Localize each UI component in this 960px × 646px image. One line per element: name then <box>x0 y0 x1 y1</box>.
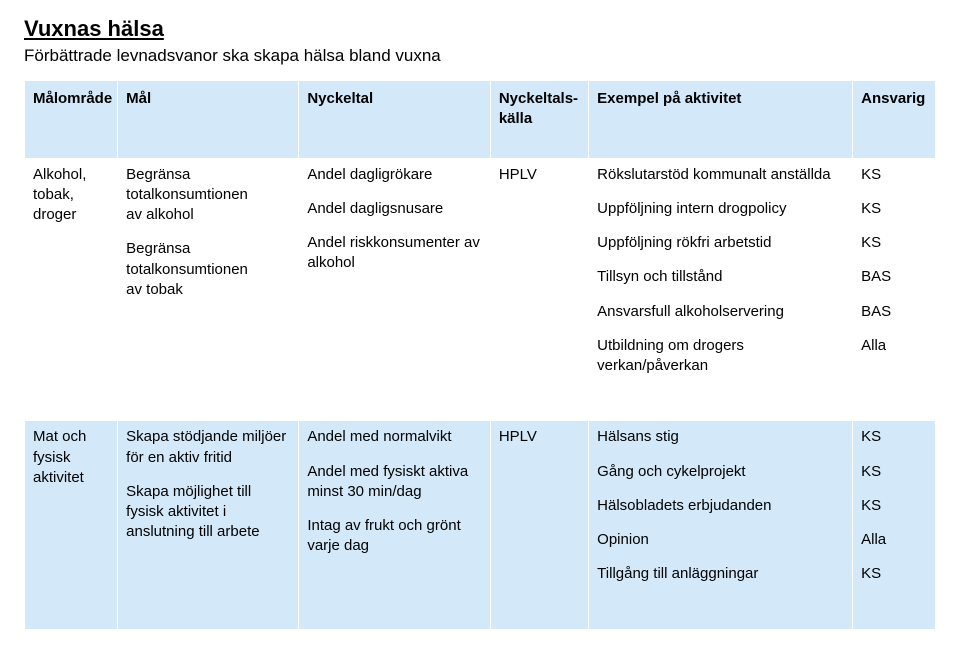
text: Begränsa <box>126 239 290 259</box>
text: Mat och <box>33 427 109 447</box>
text: Andel riskkonsumenter av <box>307 233 482 253</box>
text: anslutning till arbete <box>126 522 290 542</box>
text: av tobak <box>126 280 290 300</box>
col-kalla-line1: Nyckeltals- <box>499 89 580 109</box>
cell-nyckeltal: Andel dagligrökare Andel dagligsnusare A… <box>299 158 491 421</box>
text: minst 30 min/dag <box>307 482 482 502</box>
cell-aktivitet: Hälsans stig Gång och cykelprojekt Hälso… <box>589 421 853 629</box>
col-exempel: Exempel på aktivitet <box>589 81 853 159</box>
text: HPLV <box>499 427 580 447</box>
text-block: Utbildning om drogers verkan/påverkan <box>597 336 844 377</box>
text: varje dag <box>307 536 482 556</box>
cell-mal: Begränsa totalkonsumtionen av alkohol Be… <box>118 158 299 421</box>
text-block: Skapa möjlighet till fysisk aktivitet i … <box>126 482 290 543</box>
text: Andel med normalvikt <box>307 427 482 447</box>
col-nyckeltalskalla: Nyckeltals- källa <box>490 81 588 159</box>
text: Tillsyn och tillstånd <box>597 267 844 287</box>
text: Andel med fysiskt aktiva <box>307 462 482 482</box>
text-block: Skapa stödjande miljöer för en aktiv fri… <box>126 427 290 468</box>
text: KS <box>861 427 927 447</box>
table-row: Mat och fysisk aktivitet Skapa stödjande… <box>25 421 936 629</box>
text: aktivitet <box>33 468 109 488</box>
health-table: Målområde Mål Nyckeltal Nyckeltals- käll… <box>24 80 936 630</box>
text: Hälsobladets erbjudanden <box>597 496 844 516</box>
text: för en aktiv fritid <box>126 448 290 468</box>
text: Hälsans stig <box>597 427 844 447</box>
text: KS <box>861 462 927 482</box>
text: KS <box>861 199 927 219</box>
text: Tillgång till anläggningar <box>597 564 844 584</box>
text: verkan/påverkan <box>597 356 844 376</box>
text: Andel dagligrökare <box>307 165 482 185</box>
text: av alkohol <box>126 205 290 225</box>
text-block: Andel med fysiskt aktiva minst 30 min/da… <box>307 462 482 503</box>
text: totalkonsumtionen <box>126 185 290 205</box>
cell-malomrade: Mat och fysisk aktivitet <box>25 421 118 629</box>
text: Intag av frukt och grönt <box>307 516 482 536</box>
cell-mal: Skapa stödjande miljöer för en aktiv fri… <box>118 421 299 629</box>
cell-kalla: HPLV <box>490 158 588 421</box>
text: KS <box>861 496 927 516</box>
text: BAS <box>861 302 927 322</box>
col-mal: Mål <box>118 81 299 159</box>
page-title: Vuxnas hälsa <box>24 16 936 42</box>
table-header-row: Målområde Mål Nyckeltal Nyckeltals- käll… <box>25 81 936 159</box>
col-ansvarig: Ansvarig <box>853 81 936 159</box>
text-block: Intag av frukt och grönt varje dag <box>307 516 482 557</box>
text: droger <box>33 205 109 225</box>
text: Alla <box>861 336 927 356</box>
text-block: Andel dagligsnusare <box>307 199 482 219</box>
text: Rökslutarstöd kommunalt anställda <box>597 165 844 185</box>
text: BAS <box>861 267 927 287</box>
text: tobak, <box>33 185 109 205</box>
text: Ansvarsfull alkoholservering <box>597 302 844 322</box>
text: fysisk <box>33 448 109 468</box>
text: Opinion <box>597 530 844 550</box>
text: HPLV <box>499 165 580 185</box>
text-block: Begränsa totalkonsumtionen av alkohol <box>126 165 290 226</box>
cell-ansvarig: KS KS KS BAS BAS Alla <box>853 158 936 421</box>
text: KS <box>861 564 927 584</box>
text: Alkohol, <box>33 165 109 185</box>
col-nyckeltal: Nyckeltal <box>299 81 491 159</box>
cell-kalla: HPLV <box>490 421 588 629</box>
text: fysisk aktivitet i <box>126 502 290 522</box>
text: Begränsa <box>126 165 290 185</box>
table-row: Alkohol, tobak, droger Begränsa totalkon… <box>25 158 936 421</box>
text: KS <box>861 165 927 185</box>
text: KS <box>861 233 927 253</box>
text: Uppföljning rökfri arbetstid <box>597 233 844 253</box>
cell-ansvarig: KS KS KS Alla KS <box>853 421 936 629</box>
text: Uppföljning intern drogpolicy <box>597 199 844 219</box>
text: Andel dagligsnusare <box>307 199 482 219</box>
text: Gång och cykelprojekt <box>597 462 844 482</box>
cell-aktivitet: Rökslutarstöd kommunalt anställda Uppföl… <box>589 158 853 421</box>
text: alkohol <box>307 253 482 273</box>
text: Skapa stödjande miljöer <box>126 427 290 447</box>
cell-nyckeltal: Andel med normalvikt Andel med fysiskt a… <box>299 421 491 629</box>
cell-malomrade: Alkohol, tobak, droger <box>25 158 118 421</box>
text-block: Andel dagligrökare <box>307 165 482 185</box>
text: Utbildning om drogers <box>597 336 844 356</box>
text: Skapa möjlighet till <box>126 482 290 502</box>
text-block: Andel riskkonsumenter av alkohol <box>307 233 482 274</box>
col-kalla-line2: källa <box>499 109 580 129</box>
text-block: Andel med normalvikt <box>307 427 482 447</box>
text: totalkonsumtionen <box>126 260 290 280</box>
page-subtitle: Förbättrade levnadsvanor ska skapa hälsa… <box>24 46 936 66</box>
col-malomrade: Målområde <box>25 81 118 159</box>
text-block: Begränsa totalkonsumtionen av tobak <box>126 239 290 300</box>
document-page: Vuxnas hälsa Förbättrade levnadsvanor sk… <box>0 0 960 646</box>
text: Alla <box>861 530 927 550</box>
